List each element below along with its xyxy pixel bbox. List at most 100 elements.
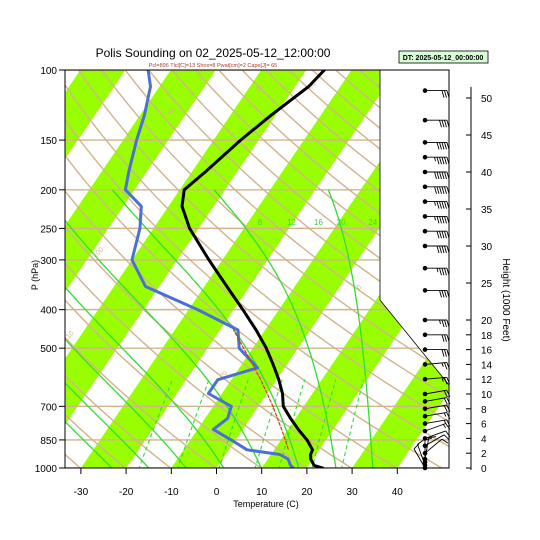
mixing-ratio-line [138, 379, 173, 468]
x-tick-label: -10 [164, 487, 179, 498]
wind-barb-flag [444, 245, 447, 254]
mixing-ratio-line [341, 379, 365, 468]
wind-barb-station-dot [422, 399, 428, 404]
wind-barb-flag [434, 171, 437, 180]
moist-adiabat-line [213, 189, 337, 468]
y-tick-label: 150 [40, 136, 57, 147]
moist-adiabat-line [111, 189, 300, 468]
mixing-ratio-label: 24 [368, 218, 377, 227]
wind-barb-flag [441, 186, 445, 194]
wind-barb-flag [439, 290, 442, 298]
wind-barb-flag [439, 231, 442, 239]
wind-barb-flag [439, 142, 442, 150]
y-axis-label: P (hPa) [30, 260, 40, 290]
moist-adiabat-line [65, 381, 150, 468]
height-tick-label: 40 [481, 168, 493, 179]
wind-barb [422, 288, 450, 298]
wind-barbs [413, 88, 451, 471]
wind-barb-flag [444, 319, 447, 328]
height-tick-label: 30 [481, 242, 493, 253]
wind-barb-flag [436, 231, 440, 239]
wind-barb-flag [443, 434, 450, 441]
y-tick-label: 200 [40, 186, 57, 197]
plot-area: 3020100-10-20-30508090100110120160 81216… [63, 70, 540, 476]
y-tick-label: 300 [40, 256, 57, 267]
wind-barb-flag [441, 319, 445, 328]
dry-adiabat-line [194, 70, 449, 284]
dry-adiabat-line [124, 70, 449, 351]
x-tick-label: -30 [74, 487, 89, 498]
dt-label: DT: 2025-05-12_00:00:00 [403, 55, 484, 62]
wind-barb-flag [444, 290, 447, 298]
wind-barb-flag [439, 216, 442, 224]
dry-adiabat-line [65, 190, 398, 468]
height-tick-label: 14 [481, 360, 493, 371]
wind-barb-staff [424, 411, 447, 417]
wind-barb-flag [439, 120, 442, 128]
wind-barb-flag [444, 268, 447, 276]
moist-adiabat-line [327, 189, 374, 468]
wind-barb-half-flag [434, 216, 436, 221]
wind-barb [422, 436, 437, 462]
plot-frame [64, 69, 450, 469]
x-tick-label: 0 [214, 487, 220, 498]
wind-barb-staff [424, 437, 430, 460]
wind-barb [422, 199, 450, 209]
y-tick-label: 850 [40, 436, 57, 447]
wind-barb-flag [444, 171, 447, 180]
wind-barb-flag [441, 216, 445, 224]
wind-barb-flag [439, 245, 442, 254]
temperature-band [80, 70, 397, 468]
wind-barb-flag [413, 443, 420, 450]
wind-barb-flag [444, 231, 447, 239]
height-tick-label: 8 [481, 405, 487, 416]
wind-barb [422, 140, 450, 150]
wind-barb-flag [444, 157, 447, 165]
height-tick-label: 0 [481, 464, 487, 475]
wind-barb [422, 332, 450, 342]
mixing-ratio-label: 16 [314, 218, 323, 227]
temperature-band [65, 70, 307, 425]
dt-label-box: DT: 2025-05-12_00:00:00 [398, 50, 489, 64]
wind-barb-flag [444, 349, 447, 357]
dry-adiabat-line [65, 262, 308, 468]
dewpoint-profile-line [123, 70, 295, 468]
mixing-ratio-line [177, 379, 210, 468]
wind-barb-flag [443, 377, 448, 385]
wind-barb [422, 389, 451, 398]
y-tick-label: 400 [40, 306, 57, 317]
dry-adiabat-line [453, 70, 540, 476]
y-tick-label: 250 [40, 224, 57, 235]
wind-barb-station-dot [422, 436, 428, 441]
wind-barb-flag [436, 201, 440, 209]
y-tick-label: 700 [40, 402, 57, 413]
chart-subtitle: Pcl=896 Tlcl[C]=13 Shox=8 Pwat[cm]=2 Cap… [149, 63, 277, 69]
dry-adiabat-label: 110 [63, 330, 76, 343]
barb-panel-edge [379, 299, 450, 386]
x-tick-label: 30 [347, 487, 359, 498]
wind-barb [422, 184, 450, 194]
wind-barb-flag [444, 120, 447, 128]
wind-barb-half-flag [441, 362, 444, 367]
temperature-band [65, 70, 126, 160]
wind-barb-staff [424, 434, 445, 447]
mixing-ratio-label: 20 [337, 218, 346, 227]
height-tick-label: 10 [481, 390, 493, 401]
x-tick-label: 40 [392, 487, 404, 498]
wind-barb-half-flag [436, 268, 439, 273]
wind-barb [422, 154, 450, 165]
dry-adiabat-line [65, 299, 263, 468]
dry-adiabat-line [171, 70, 449, 306]
height-tick-label: 25 [481, 279, 493, 290]
wind-barb-flag [441, 349, 445, 357]
wind-barb-flag [436, 142, 440, 150]
wind-barb-flag [436, 186, 440, 194]
height-tick-label: 2 [481, 449, 487, 460]
wind-barb-flag [439, 157, 442, 165]
parcel-profile-line [232, 329, 289, 450]
temperature-profile-line [180, 70, 326, 468]
y-tick-label: 500 [40, 344, 57, 355]
height-tick-label: 4 [481, 434, 487, 445]
height-axis-label: Height (1000 Feet) [500, 258, 511, 341]
wind-barb-staff [424, 397, 447, 402]
